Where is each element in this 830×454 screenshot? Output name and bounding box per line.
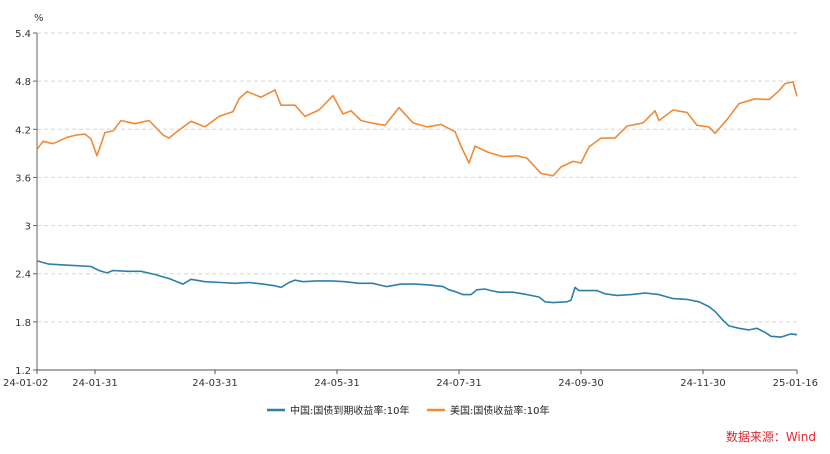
y-tick-label: 4.2 <box>15 125 31 136</box>
y-tick-label: 5.4 <box>15 29 31 40</box>
x-tick-label: 24-11-30 <box>680 378 725 389</box>
y-tick-label: 3.6 <box>15 173 31 184</box>
x-tick-label: 24-01-02 <box>3 378 48 389</box>
series-line-china-10y <box>36 260 798 338</box>
y-tick-label: 1.2 <box>15 366 31 377</box>
y-axis-unit: % <box>34 13 44 24</box>
series-line-us-10y <box>36 81 798 177</box>
x-axis: 24-01-02 24-01-31 24-03-31 24-05-31 24-07-31… <box>3 369 818 389</box>
x-tick-label: 25-01-16 <box>773 378 818 389</box>
legend-label: 美国:国债收益率:10年 <box>450 404 549 417</box>
x-tick-label: 24-01-31 <box>72 378 117 389</box>
legend-label: 中国:国债到期收益率:10年 <box>290 404 409 417</box>
data-source-label: 数据来源：Wind <box>725 430 816 444</box>
y-tick-label: 1.8 <box>15 318 31 329</box>
y-tick-label: 3 <box>25 222 31 233</box>
y-tick-label: 2.4 <box>15 270 31 281</box>
x-tick-label: 24-07-31 <box>436 378 481 389</box>
series-lines <box>36 81 798 338</box>
grid-lines <box>37 32 797 323</box>
x-tick-label: 24-05-31 <box>314 378 359 389</box>
y-tick-label: 4.8 <box>15 77 31 88</box>
x-tick-label: 24-09-30 <box>558 378 603 389</box>
y-axis-ticks: 1.2 1.8 2.4 3 3.6 4.2 4.8 5.4 <box>15 29 38 377</box>
x-tick-label: 24-03-31 <box>192 378 237 389</box>
legend: 中国:国债到期收益率:10年 美国:国债收益率:10年 <box>267 404 549 417</box>
